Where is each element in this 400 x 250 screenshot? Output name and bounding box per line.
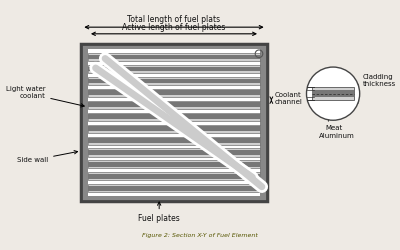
Text: Fuel plates: Fuel plates bbox=[138, 202, 180, 223]
Text: Meat: Meat bbox=[326, 125, 343, 131]
Text: Aluminum: Aluminum bbox=[319, 132, 354, 138]
Text: Cladding
thickness: Cladding thickness bbox=[362, 74, 396, 87]
Text: Side wall: Side wall bbox=[17, 150, 78, 163]
Text: Light water
coolant: Light water coolant bbox=[6, 86, 84, 107]
Bar bbox=[88, 148, 260, 156]
Bar bbox=[88, 77, 260, 85]
Bar bbox=[88, 184, 260, 192]
Bar bbox=[88, 102, 260, 107]
Bar bbox=[88, 162, 260, 167]
Bar bbox=[81, 44, 266, 201]
Bar bbox=[88, 174, 260, 179]
Bar bbox=[88, 78, 260, 83]
Text: Coolant
channel: Coolant channel bbox=[274, 92, 302, 105]
Bar bbox=[88, 53, 260, 61]
Bar bbox=[81, 196, 266, 201]
Bar bbox=[88, 138, 260, 143]
Bar bbox=[88, 66, 260, 71]
Bar bbox=[88, 126, 260, 131]
Bar bbox=[88, 172, 260, 180]
Bar bbox=[88, 55, 260, 59]
Bar bbox=[88, 101, 260, 109]
Bar bbox=[88, 114, 260, 119]
Bar bbox=[88, 124, 260, 133]
Text: Figure 2: Section X-Y of Fuel Element: Figure 2: Section X-Y of Fuel Element bbox=[142, 233, 258, 238]
Bar bbox=[81, 44, 88, 201]
Bar bbox=[88, 150, 260, 155]
Circle shape bbox=[306, 67, 360, 120]
Bar bbox=[260, 44, 266, 201]
Bar bbox=[88, 160, 260, 168]
Text: Total length of fuel plats: Total length of fuel plats bbox=[128, 15, 220, 24]
Bar bbox=[88, 112, 260, 121]
Bar bbox=[312, 87, 354, 100]
Bar bbox=[88, 90, 260, 95]
Bar bbox=[88, 65, 260, 73]
Bar bbox=[81, 44, 266, 49]
Bar bbox=[88, 89, 260, 97]
Bar bbox=[81, 44, 266, 201]
Bar bbox=[88, 136, 260, 144]
Bar bbox=[312, 90, 354, 98]
Bar bbox=[88, 186, 260, 190]
Text: Active length of fuel plates: Active length of fuel plates bbox=[122, 23, 226, 32]
